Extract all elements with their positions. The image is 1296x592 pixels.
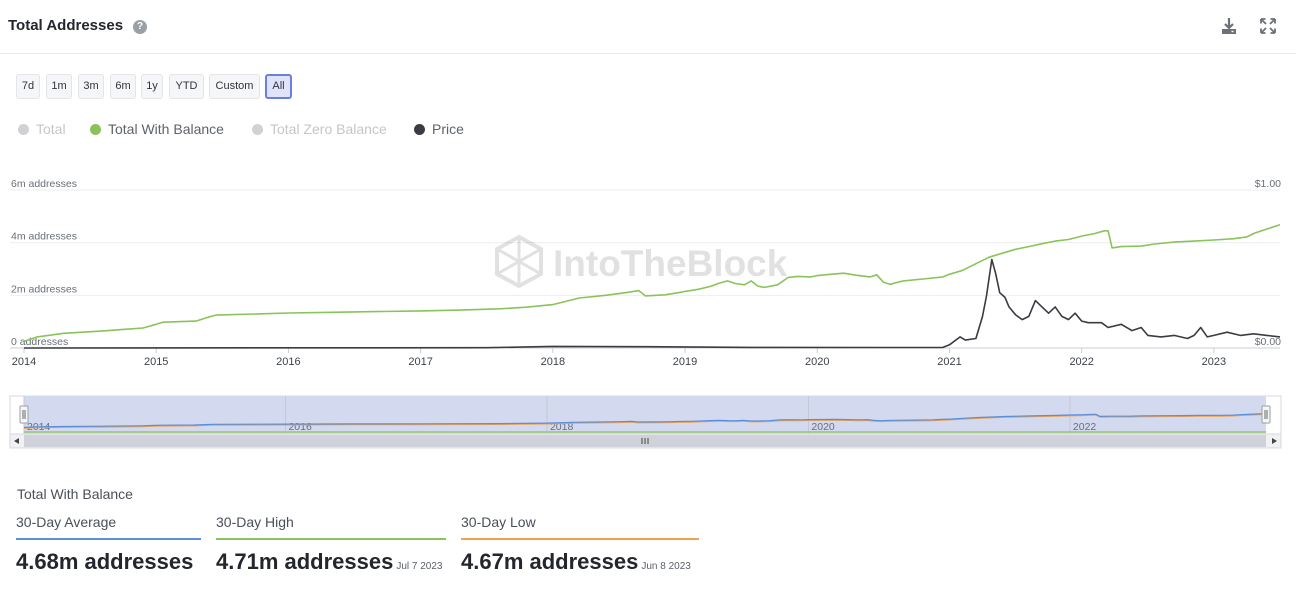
x-axis-tick-label: 2014: [12, 356, 36, 368]
navigator-tick-label: 2022: [1073, 421, 1097, 433]
stat-date: Jun 8 2023: [641, 561, 691, 572]
y-axis-left-tick: 6m addresses: [11, 178, 77, 190]
stat-value-wrap: 4.67m addresses Jun 8 2023: [461, 549, 699, 575]
series-line-price: [23, 258, 1281, 349]
y-axis-left-tick: 4m addresses: [11, 231, 77, 243]
watermark-hexagon-lines: [496, 237, 542, 286]
navigator-series-line: [23, 413, 1267, 429]
stat-label: 30-Day Average: [16, 514, 117, 530]
range-1m-button[interactable]: 1m: [46, 74, 72, 99]
stat-underline: [16, 538, 201, 540]
legend-dot: [252, 124, 263, 135]
stat-value: 4.68m addresses: [16, 549, 194, 574]
range-ytd-button[interactable]: YTD: [169, 74, 204, 99]
legend-label: Total Zero Balance: [270, 121, 387, 137]
scroll-left-icon: [14, 438, 19, 444]
download-icon[interactable]: [1219, 16, 1239, 36]
navigator-handle: [19, 405, 29, 424]
x-axis-tick-label: 2021: [937, 356, 961, 368]
watermark-logo: IntoTheBlock: [495, 234, 788, 289]
legend-label: Total With Balance: [108, 121, 224, 137]
main-line-chart[interactable]: 0 addresses 2m addresses 4m addresses 6m ad…: [0, 170, 1296, 380]
stat-value: 4.71m addresses: [216, 549, 394, 574]
legend-dot: [414, 124, 425, 135]
legend-dot: [18, 124, 29, 135]
x-axis-tick-label: 2015: [144, 356, 168, 368]
range-6m-button[interactable]: 6m: [110, 74, 136, 99]
stat-underline: [461, 538, 699, 540]
watermark-text: IntoTheBlock: [553, 243, 788, 284]
legend-dot: [90, 124, 101, 135]
range-1y-button[interactable]: 1y: [141, 74, 163, 99]
help-icon[interactable]: ?: [133, 20, 147, 34]
stat-30-day-low: 30-Day Low 4.67m addresses Jun 8 2023: [461, 514, 699, 575]
legend-item-total-zero-balance[interactable]: Total Zero Balance: [252, 121, 387, 137]
range-3m-button[interactable]: 3m: [78, 74, 104, 99]
navigator-handle: [1261, 405, 1271, 424]
stat-value: 4.67m addresses: [461, 549, 639, 574]
chart-header: Total Addresses ?: [0, 0, 1296, 54]
stats-title: Total With Balance: [17, 486, 133, 502]
x-axis-tick-label: 2019: [673, 356, 697, 368]
range-all-button[interactable]: All: [265, 74, 292, 99]
page-title: Total Addresses: [8, 17, 124, 34]
legend-item-price[interactable]: Price: [414, 121, 464, 137]
y-axis-left-tick: 2m addresses: [11, 283, 77, 295]
x-axis-tick-label: 2020: [805, 356, 829, 368]
x-axis-tick-label: 2017: [408, 356, 432, 368]
legend-label: Total: [36, 121, 66, 137]
range-custom-button[interactable]: Custom: [209, 74, 260, 99]
range-7d-button[interactable]: 7d: [16, 74, 40, 99]
stat-date: Jul 7 2023: [396, 561, 443, 572]
legend-item-total-with-balance[interactable]: Total With Balance: [90, 121, 224, 137]
range-navigator[interactable]: 2014 2016 2018 2020 2022: [0, 392, 1296, 454]
y-axis-right-tick: $0.00: [1255, 336, 1281, 348]
y-axis-right-tick: $1.00: [1255, 178, 1281, 190]
x-axis-tick-label: 2016: [276, 356, 300, 368]
x-axis-tick-label: 2018: [541, 356, 565, 368]
scroll-right-icon: [1272, 438, 1277, 444]
stat-30-day-high: 30-Day High 4.71m addresses Jul 7 2023: [216, 514, 446, 575]
stat-value-wrap: 4.68m addresses: [16, 549, 201, 575]
watermark-hexagon: [495, 234, 543, 289]
fullscreen-icon[interactable]: [1258, 16, 1278, 36]
navigator-tick-label: 2020: [811, 421, 835, 433]
stat-value-wrap: 4.71m addresses Jul 7 2023: [216, 549, 446, 575]
y-axis-left-tick: 0 addresses: [11, 336, 68, 348]
navigator-tick-label: 2016: [288, 421, 312, 433]
stat-30-day-average: 30-Day Average 4.68m addresses: [16, 514, 201, 575]
series-line-total-with-balance: [23, 224, 1281, 343]
legend-label: Price: [432, 121, 464, 137]
navigator-series-line: [23, 413, 1267, 428]
x-axis-tick-label: 2023: [1202, 356, 1226, 368]
x-axis-tick-label: 2022: [1069, 356, 1093, 368]
stat-underline: [216, 538, 446, 540]
legend-item-total[interactable]: Total: [18, 121, 66, 137]
stat-label: 30-Day Low: [461, 514, 536, 530]
stat-label: 30-Day High: [216, 514, 294, 530]
